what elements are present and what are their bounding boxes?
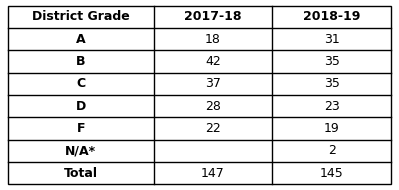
Text: 31: 31 — [324, 33, 340, 46]
Text: 145: 145 — [320, 167, 344, 180]
Text: District Grade: District Grade — [32, 10, 130, 23]
Text: N/A*: N/A* — [65, 144, 96, 157]
Text: Total: Total — [64, 167, 98, 180]
Text: 23: 23 — [324, 100, 340, 113]
Text: 147: 147 — [201, 167, 225, 180]
Text: 2018-19: 2018-19 — [303, 10, 360, 23]
Text: 35: 35 — [324, 77, 340, 90]
Text: F: F — [77, 122, 85, 135]
Text: 18: 18 — [205, 33, 221, 46]
Text: 2017-18: 2017-18 — [184, 10, 242, 23]
Text: B: B — [76, 55, 85, 68]
Text: 28: 28 — [205, 100, 221, 113]
Text: 22: 22 — [205, 122, 221, 135]
Text: 35: 35 — [324, 55, 340, 68]
Text: 37: 37 — [205, 77, 221, 90]
Text: 42: 42 — [205, 55, 221, 68]
Text: 2: 2 — [328, 144, 336, 157]
Text: D: D — [76, 100, 86, 113]
Text: A: A — [76, 33, 85, 46]
Text: 19: 19 — [324, 122, 340, 135]
Text: C: C — [76, 77, 85, 90]
